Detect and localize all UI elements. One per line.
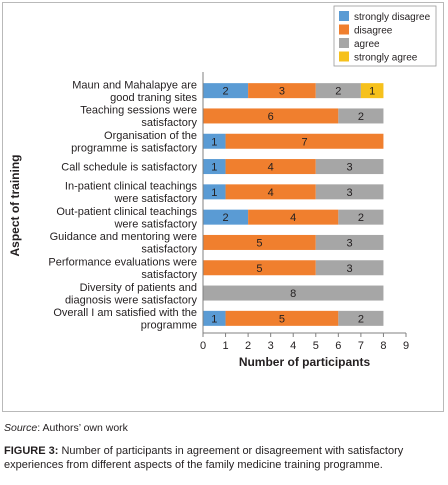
bar-segment [248,83,316,99]
bar-segment [203,133,226,149]
legend-swatch [339,11,349,21]
data-label: 3 [347,187,353,199]
bar-segment [225,310,339,326]
legend-swatch [339,24,349,35]
bar-segment [315,184,384,200]
x-tick-label: 5 [313,340,319,352]
data-label: 8 [290,288,296,300]
x-tick-label: 6 [335,340,341,352]
legend-box [333,5,437,67]
data-label: 5 [256,263,262,275]
bar-segment [225,159,316,175]
category-label: diagnosis were satisfactory [65,294,198,306]
category-label: Call schedule is satisfactory [61,162,197,174]
bar-segment [315,83,361,99]
x-tick-label: 1 [222,340,228,352]
category-label: satisfactory [141,244,197,256]
legend-label: strongly disagree [354,12,431,23]
data-label: 2 [335,86,341,98]
category-label: satisfactory [141,117,197,129]
bar-segment [360,83,384,99]
bar-segment [203,285,384,301]
x-tick-label: 0 [200,340,206,352]
x-tick-label: 2 [245,340,251,352]
legend-label: agree [354,39,380,50]
data-label: 2 [358,212,364,224]
source-text: : Authors’ own work [37,422,128,434]
bar-segment [203,234,316,250]
bar-segment [203,159,226,175]
category-label: satisfactory [141,269,197,281]
source-caption: Source: Authors’ own work [4,422,128,434]
category-label: Diversity of patients and [80,282,197,294]
data-label: 2 [358,111,364,123]
category-label: Guidance and mentoring were [50,231,197,243]
bar-segment [248,209,339,225]
bar-segment [338,310,384,326]
x-tick-label: 7 [358,340,364,352]
bar-segment [225,184,316,200]
bar-segment [315,234,384,250]
bar-segment [338,108,384,124]
bar-segment [203,310,226,326]
data-label: 4 [290,212,296,224]
data-label: 1 [369,86,375,98]
data-label: 4 [268,162,274,174]
category-label: Overall I am satisfied with the [53,307,197,319]
category-label: Organisation of the [104,130,197,142]
legend-swatch [339,51,349,62]
figure-label: FIGURE 3: [4,445,59,457]
data-label: 3 [347,237,353,249]
bar-segment [225,133,384,149]
bar-segment [203,83,249,99]
category-label: Maun and Mahalapye are [72,79,197,91]
data-label: 3 [347,263,353,275]
x-tick-label: 4 [290,340,296,352]
data-label: 1 [211,187,217,199]
bar-segment [203,108,339,124]
data-label: 1 [211,136,217,148]
data-label: 5 [279,313,285,325]
data-label: 3 [279,86,285,98]
category-label: Out-patient clinical teachings [56,206,197,218]
legend-swatch [339,38,349,48]
figure-frame: 2 3 2 1 Maun and Mahalapye are good traning s… [2,2,444,412]
legend-label: disagree [354,26,393,37]
category-label: Performance evaluations were [48,257,197,269]
category-label: Teaching sessions were [80,105,197,117]
source-label: Source [4,422,38,434]
bar-segment [315,260,384,276]
x-tick-label: 8 [380,340,386,352]
bar-segment [338,209,384,225]
data-label: 6 [268,111,274,123]
data-label: 2 [222,86,228,98]
category-label: good traning sites [110,92,197,104]
figure-caption: FIGURE 3: Number of participants in agre… [4,444,444,472]
x-axis-title: Number of participants [239,355,371,369]
category-label: were satisfactory [113,193,197,205]
data-label: 4 [268,187,274,199]
y-axis-title: Aspect of training [8,154,22,256]
bar-segment [203,209,249,225]
data-label: 1 [211,313,217,325]
category-label: were satisfactory [113,218,197,230]
legend-label: strongly agree [354,53,418,64]
data-label: 5 [256,237,262,249]
data-label: 3 [347,162,353,174]
data-label: 2 [358,313,364,325]
data-label: 2 [222,212,228,224]
x-tick-label: 9 [403,340,409,352]
bar-segment [203,184,226,200]
category-label: In-patient clinical teachings [65,181,198,193]
data-label: 1 [211,162,217,174]
category-label: programme [141,320,197,332]
bar-segment [203,260,316,276]
category-label: programme is satisfactory [71,143,197,155]
figure-text: Number of participants in agreement or d… [4,445,404,471]
bar-segment [315,159,384,175]
x-tick-label: 3 [268,340,274,352]
data-label: 7 [301,136,307,148]
